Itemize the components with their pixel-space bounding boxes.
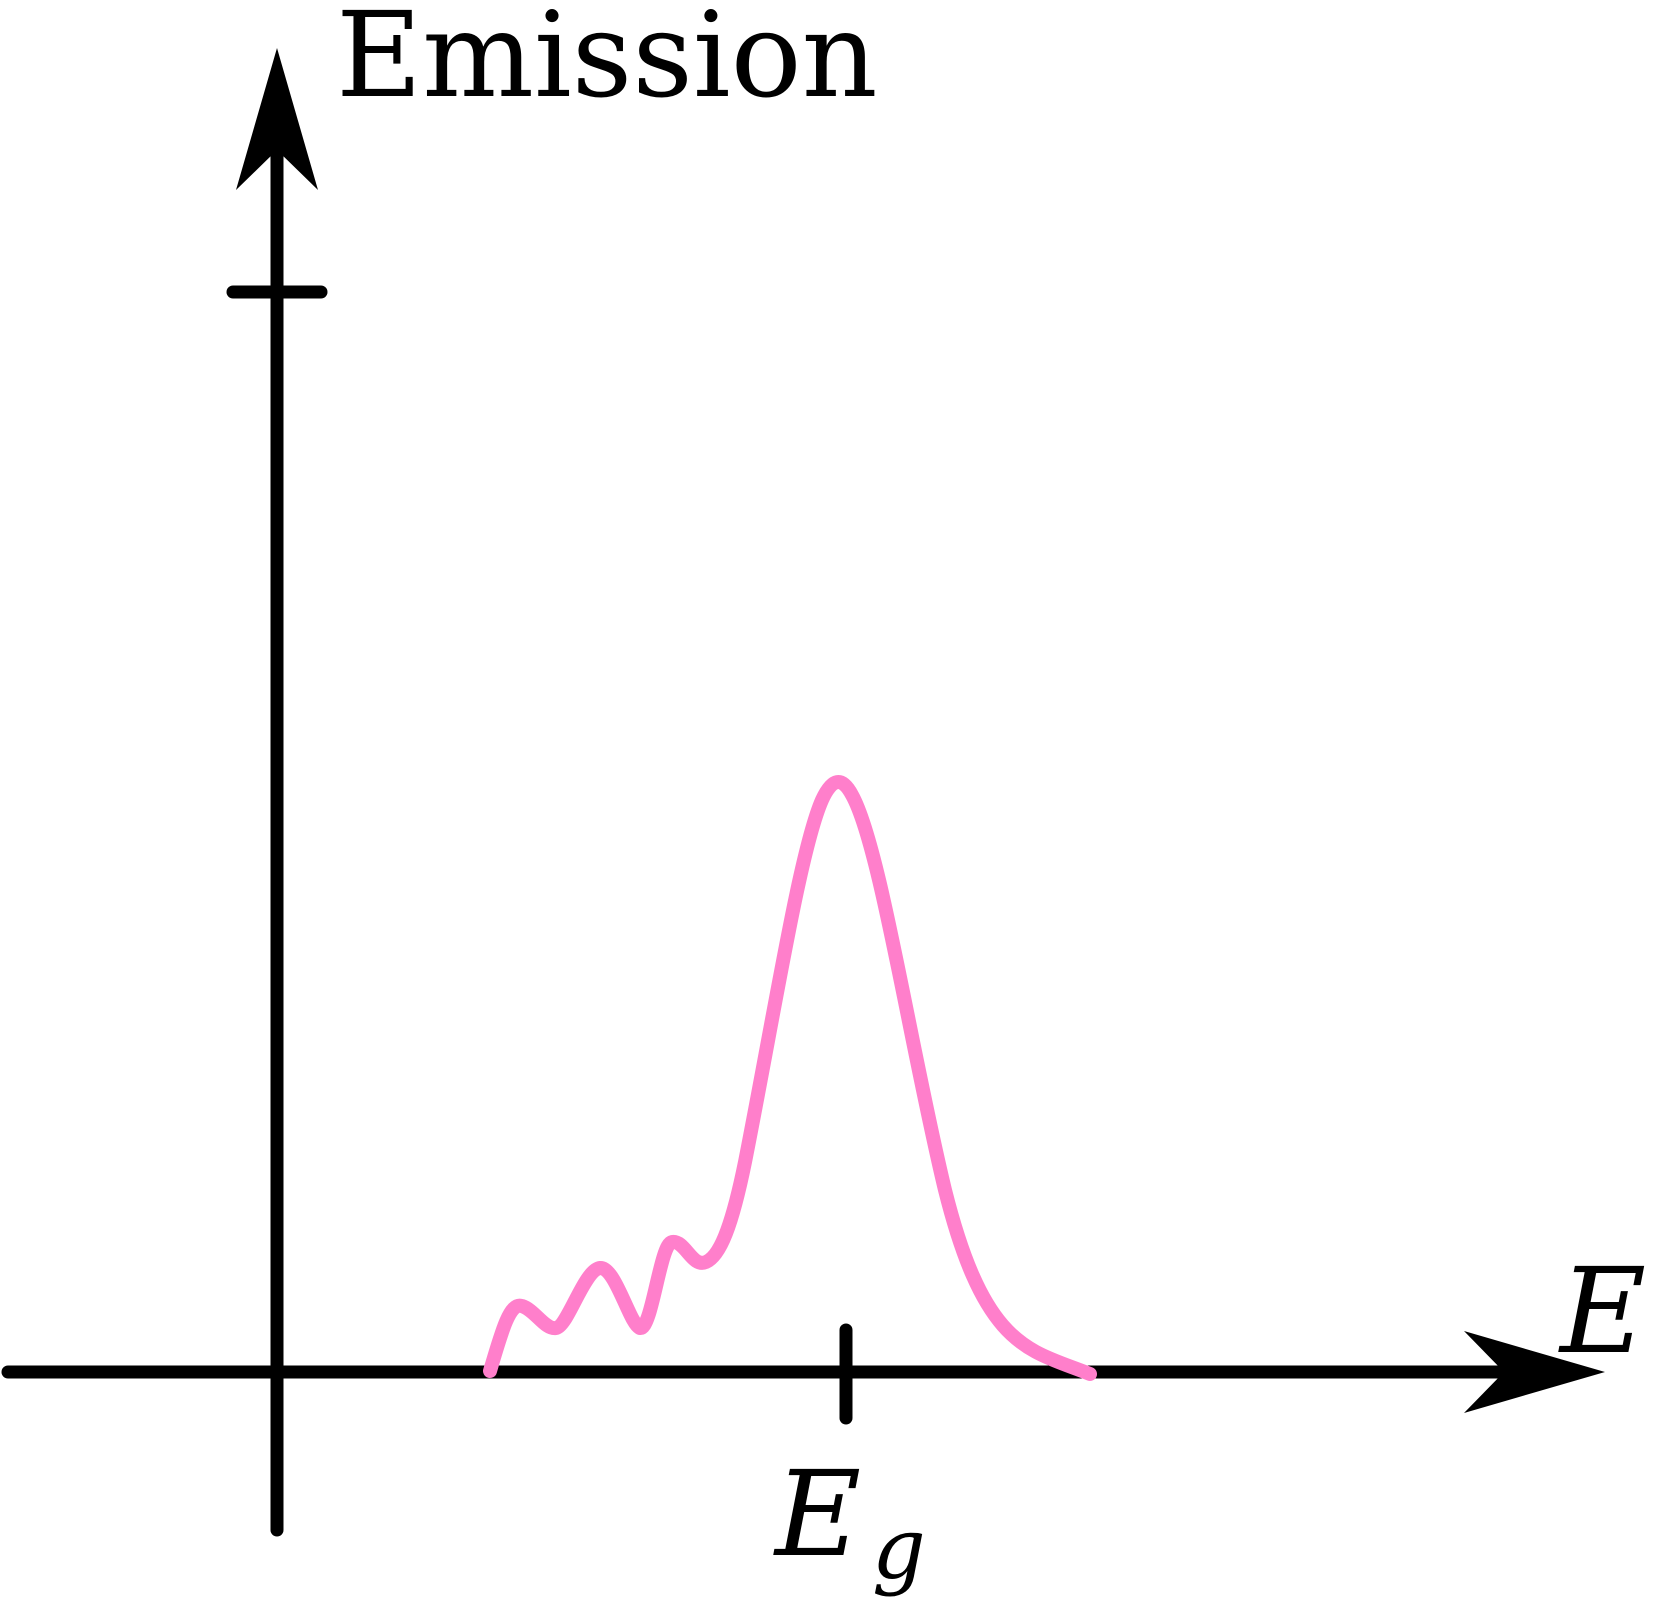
y-axis-arrowhead: [236, 48, 318, 190]
peak-label-sub: g: [872, 1500, 926, 1598]
emission-curve: [483, 775, 1097, 1381]
x-axis-label: E: [1558, 1242, 1646, 1380]
peak-label-main: E: [773, 1445, 861, 1583]
y-axis-label: Emission: [336, 0, 878, 124]
x-axis-arrowhead: [1464, 1331, 1605, 1413]
